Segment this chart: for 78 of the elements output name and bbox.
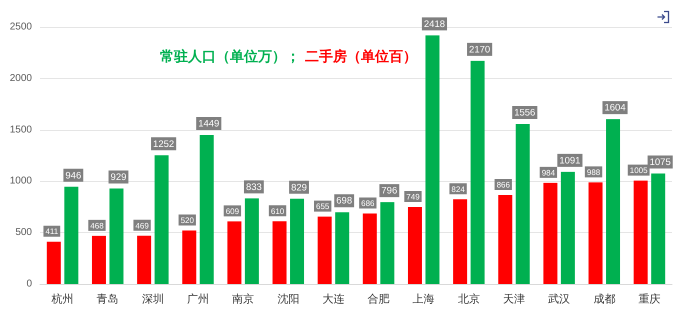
- x-tick-label: 重庆: [638, 292, 660, 306]
- y-tick-label: 1000: [10, 176, 32, 187]
- bar: [651, 173, 666, 284]
- bar: [543, 182, 558, 284]
- data-label: 988: [586, 168, 601, 177]
- data-label: 686: [361, 198, 376, 208]
- x-tick-label: 武汉: [548, 292, 570, 306]
- bar: [606, 119, 620, 284]
- x-tick-label: 上海: [412, 292, 435, 306]
- data-label: 655: [316, 202, 330, 212]
- bar: [244, 198, 259, 284]
- data-label: 609: [226, 206, 240, 216]
- data-label: 698: [336, 196, 352, 207]
- bar: [588, 182, 603, 284]
- x-tick-label: 杭州: [50, 292, 74, 306]
- bar: [380, 202, 394, 284]
- data-label: 1556: [514, 108, 536, 119]
- data-label: 1449: [198, 118, 220, 130]
- bar: [425, 35, 440, 284]
- bar: [335, 212, 350, 284]
- x-tick-label: 青岛: [96, 292, 119, 306]
- data-label: 1005: [630, 166, 648, 176]
- data-label: 411: [45, 227, 59, 236]
- data-label: 824: [451, 184, 466, 194]
- bar: [290, 198, 304, 284]
- y-tick-label: 0: [26, 278, 32, 290]
- bar: [154, 155, 169, 284]
- data-label: 520: [180, 216, 194, 226]
- bar: [46, 242, 61, 284]
- bar: [200, 135, 214, 284]
- bar: [408, 207, 422, 284]
- bar: [272, 221, 287, 284]
- text: 二手房（单位百）: [305, 48, 417, 65]
- data-label: 610: [270, 206, 285, 216]
- data-label: 1252: [153, 138, 174, 150]
- y-tick-label: 1500: [10, 124, 32, 136]
- data-label: 946: [65, 170, 82, 182]
- y-tick-label: 500: [15, 227, 32, 238]
- data-label: 1604: [604, 102, 626, 114]
- data-label: 2170: [469, 44, 490, 56]
- data-label: 2418: [424, 18, 446, 30]
- bar: [137, 236, 152, 284]
- bar: [498, 194, 512, 284]
- y-tick-label: 2500: [10, 22, 32, 32]
- bar: [318, 216, 332, 284]
- data-label: 829: [291, 182, 307, 194]
- y-tick-label: 2000: [10, 72, 32, 84]
- bar: [516, 124, 530, 284]
- x-tick-label: 沈阳: [277, 292, 300, 306]
- bar: [634, 180, 648, 284]
- data-label: 984: [542, 168, 556, 178]
- bar: [92, 236, 106, 284]
- data-label: 929: [110, 172, 126, 183]
- x-tick-label: 天津: [503, 292, 525, 306]
- x-tick-label: 南京: [232, 292, 254, 306]
- text: 常驻人口（单位万）；: [160, 48, 300, 65]
- x-tick-label: 合肥: [368, 292, 390, 306]
- x-tick-label: 北京: [458, 292, 480, 306]
- bar: [453, 199, 468, 284]
- bar: [560, 172, 575, 284]
- data-label: 866: [496, 180, 510, 190]
- x-tick-label: 成都: [593, 292, 616, 306]
- x-tick-label: 深圳: [142, 292, 164, 306]
- data-label: 468: [90, 221, 104, 230]
- data-label: 833: [246, 182, 262, 193]
- data-label: 469: [135, 221, 150, 230]
- data-label: 1075: [650, 156, 671, 168]
- bar: [227, 221, 242, 284]
- data-label: 749: [406, 192, 420, 202]
- bar: [362, 213, 377, 284]
- bar: [64, 186, 78, 284]
- bar: [109, 188, 124, 284]
- data-label: 796: [381, 186, 398, 197]
- x-tick-label: 广州: [187, 292, 209, 306]
- data-label: 1091: [559, 155, 580, 166]
- bar: [182, 230, 196, 284]
- bar: [470, 60, 485, 284]
- x-tick-label: 大连: [322, 292, 344, 306]
